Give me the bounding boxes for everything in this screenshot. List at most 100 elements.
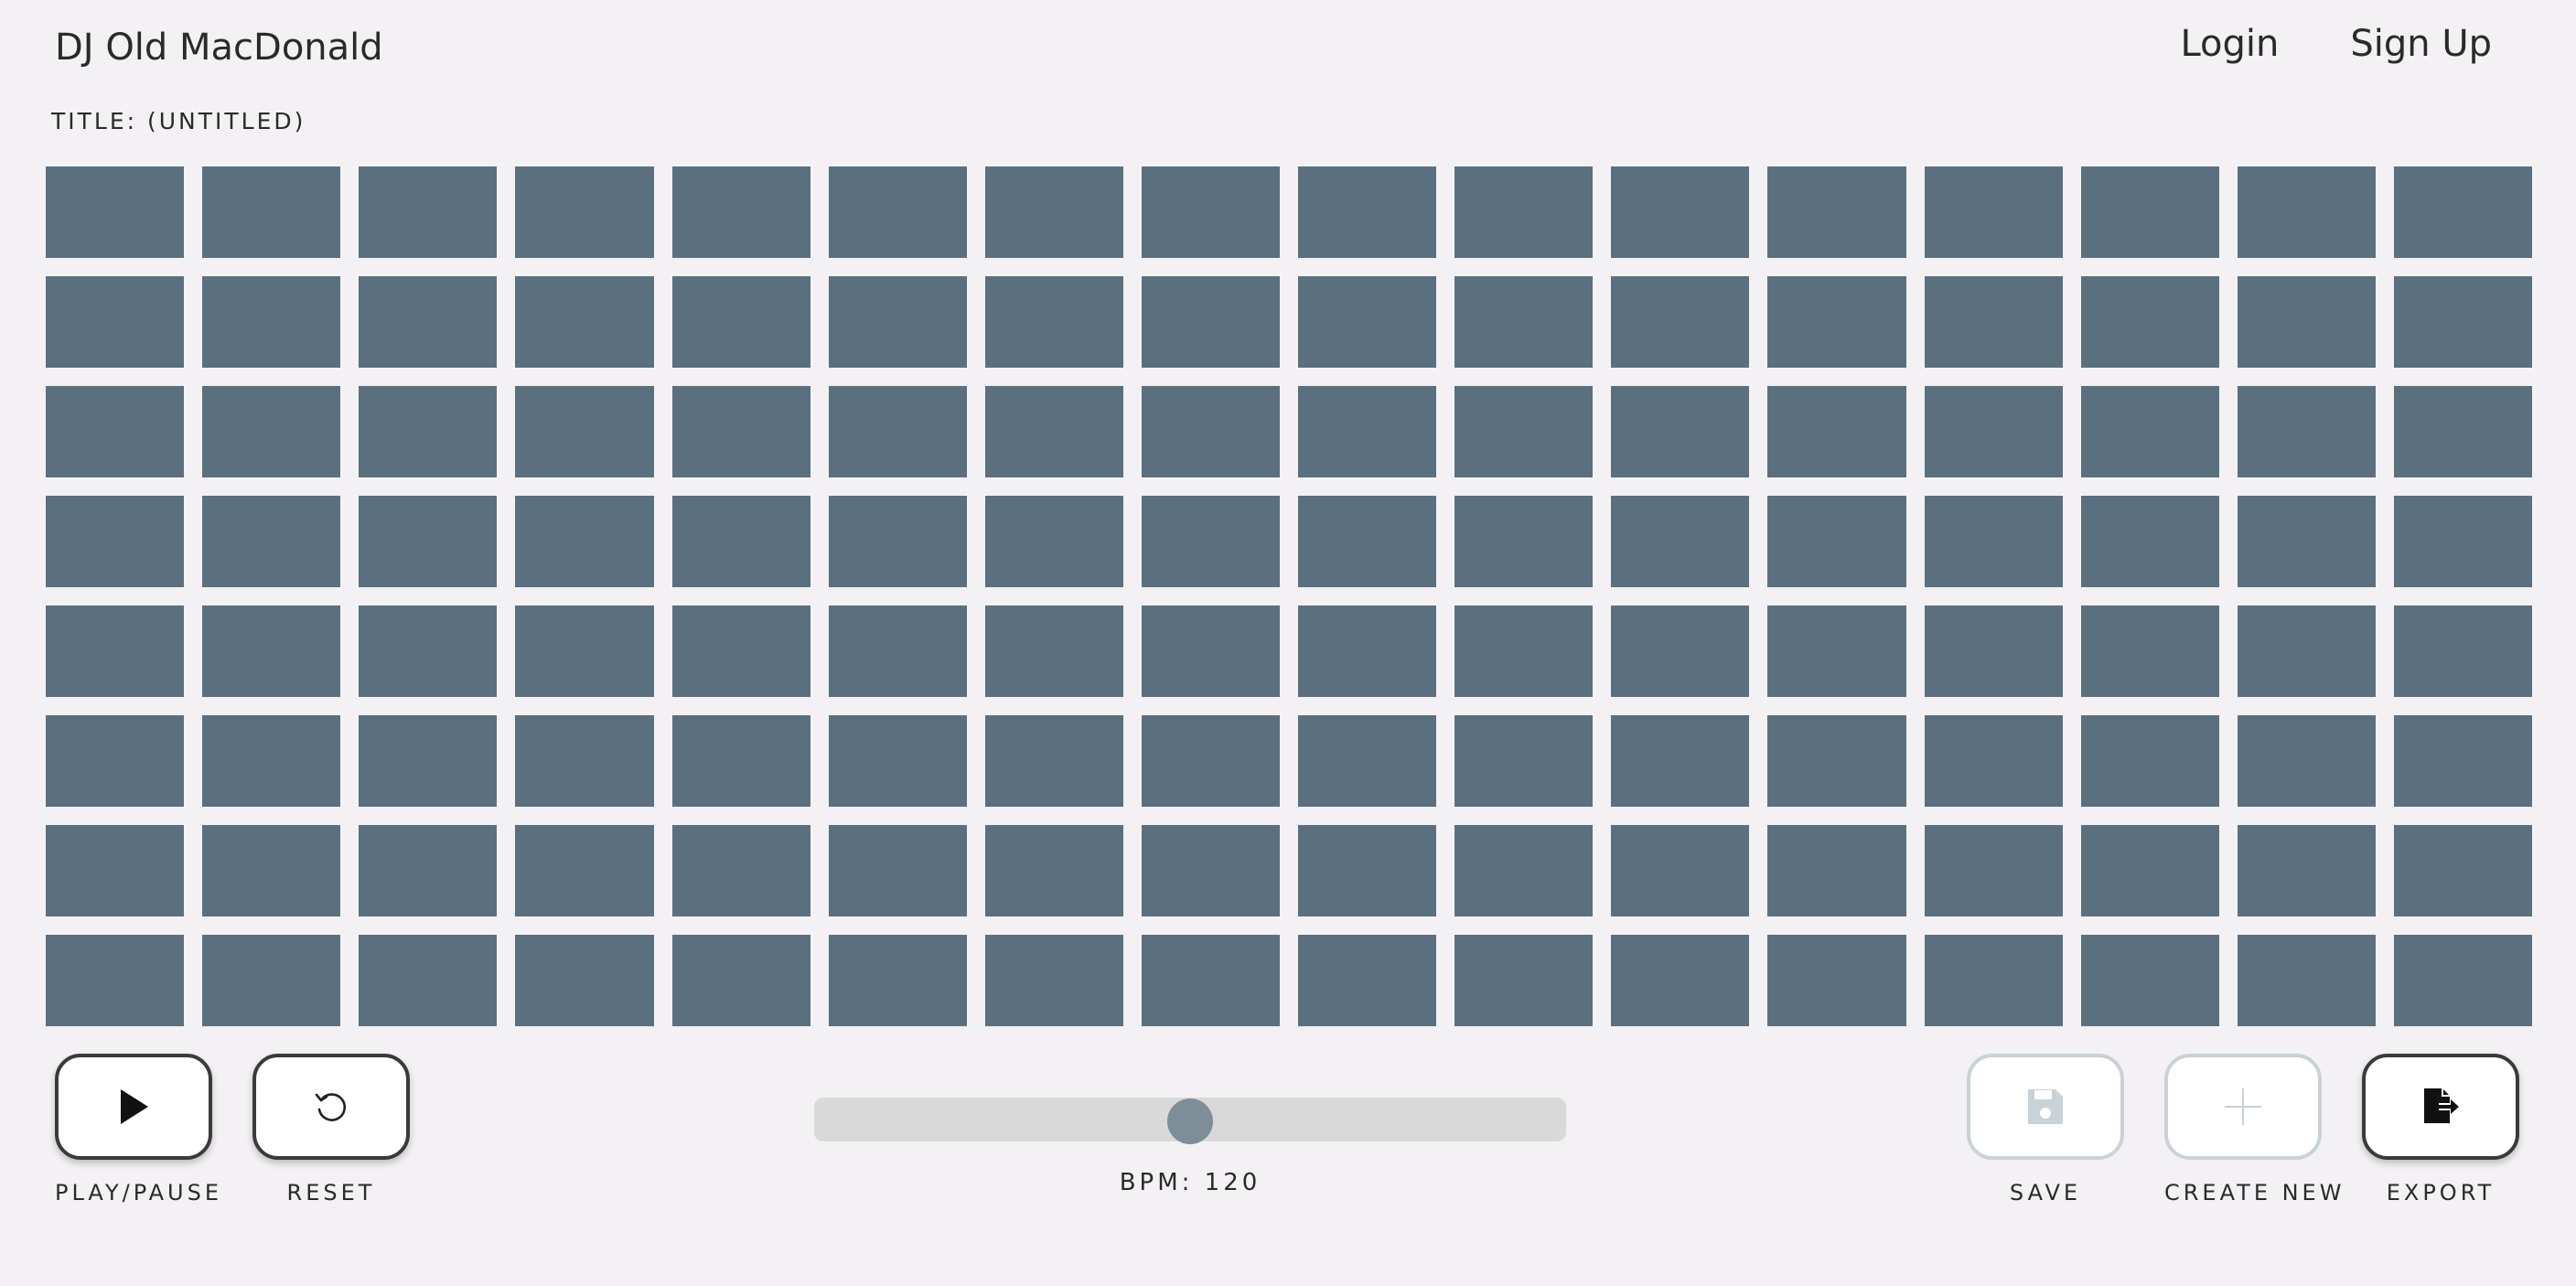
sequencer-pad[interactable]	[671, 825, 810, 916]
sequencer-pad[interactable]	[359, 935, 498, 1026]
sequencer-pad[interactable]	[1141, 935, 1280, 1026]
sequencer-pad[interactable]	[2080, 715, 2219, 807]
sequencer-pad[interactable]	[1767, 276, 1906, 368]
reset-button[interactable]	[252, 1054, 410, 1160]
sequencer-pad[interactable]	[984, 935, 1123, 1026]
sequencer-pad[interactable]	[1924, 166, 2063, 258]
sequencer-pad[interactable]	[984, 166, 1123, 258]
sequencer-pad[interactable]	[1767, 935, 1906, 1026]
sequencer-pad[interactable]	[202, 276, 341, 368]
sequencer-pad[interactable]	[671, 715, 810, 807]
sequencer-pad[interactable]	[1924, 386, 2063, 477]
sequencer-pad[interactable]	[671, 386, 810, 477]
sequencer-pad[interactable]	[2080, 166, 2219, 258]
sequencer-pad[interactable]	[515, 825, 654, 916]
sequencer-pad[interactable]	[984, 386, 1123, 477]
sequencer-pad[interactable]	[359, 276, 498, 368]
sequencer-pad[interactable]	[202, 825, 341, 916]
sequencer-pad[interactable]	[1767, 715, 1906, 807]
sequencer-pad[interactable]	[1298, 276, 1437, 368]
sequencer-pad[interactable]	[2393, 715, 2532, 807]
sequencer-pad[interactable]	[1767, 166, 1906, 258]
sequencer-pad[interactable]	[984, 496, 1123, 587]
save-button[interactable]	[1967, 1054, 2124, 1160]
sequencer-pad[interactable]	[984, 715, 1123, 807]
sequencer-pad[interactable]	[2393, 386, 2532, 477]
sequencer-pad[interactable]	[359, 825, 498, 916]
sequencer-pad[interactable]	[46, 276, 185, 368]
sequencer-pad[interactable]	[1924, 935, 2063, 1026]
sequencer-pad[interactable]	[2237, 605, 2376, 697]
sequencer-pad[interactable]	[2237, 386, 2376, 477]
sequencer-pad[interactable]	[515, 715, 654, 807]
sequencer-pad[interactable]	[1924, 276, 2063, 368]
sequencer-pad[interactable]	[1611, 825, 1750, 916]
sequencer-pad[interactable]	[515, 166, 654, 258]
sequencer-pad[interactable]	[1924, 715, 2063, 807]
sequencer-pad[interactable]	[671, 276, 810, 368]
sequencer-pad[interactable]	[1767, 825, 1906, 916]
sequencer-pad[interactable]	[2393, 605, 2532, 697]
sequencer-pad[interactable]	[828, 715, 967, 807]
sequencer-pad[interactable]	[828, 825, 967, 916]
sequencer-pad[interactable]	[671, 166, 810, 258]
sequencer-pad[interactable]	[1454, 825, 1594, 916]
sequencer-pad[interactable]	[984, 605, 1123, 697]
sequencer-pad[interactable]	[1454, 166, 1594, 258]
bpm-slider-track[interactable]	[814, 1098, 1566, 1144]
sequencer-pad[interactable]	[1141, 276, 1280, 368]
sequencer-pad[interactable]	[828, 386, 967, 477]
sequencer-pad[interactable]	[1141, 386, 1280, 477]
sequencer-pad[interactable]	[1141, 166, 1280, 258]
sequencer-pad[interactable]	[1611, 935, 1750, 1026]
sequencer-pad[interactable]	[202, 166, 341, 258]
sequencer-pad[interactable]	[828, 605, 967, 697]
sequencer-pad[interactable]	[1298, 496, 1437, 587]
sequencer-pad[interactable]	[1141, 715, 1280, 807]
sequencer-pad[interactable]	[828, 496, 967, 587]
sequencer-pad[interactable]	[202, 386, 341, 477]
sequencer-pad[interactable]	[1454, 386, 1594, 477]
sequencer-pad[interactable]	[671, 935, 810, 1026]
sequencer-pad[interactable]	[46, 166, 185, 258]
sequencer-pad[interactable]	[2237, 166, 2376, 258]
sequencer-pad[interactable]	[828, 166, 967, 258]
sequencer-pad[interactable]	[2393, 496, 2532, 587]
sequencer-pad[interactable]	[359, 605, 498, 697]
sequencer-pad[interactable]	[2080, 496, 2219, 587]
sequencer-pad[interactable]	[515, 386, 654, 477]
sequencer-pad[interactable]	[1141, 605, 1280, 697]
sequencer-pad[interactable]	[984, 276, 1123, 368]
sequencer-pad[interactable]	[1454, 935, 1594, 1026]
sequencer-pad[interactable]	[828, 276, 967, 368]
login-link[interactable]: Login	[2180, 23, 2280, 65]
sequencer-pad[interactable]	[1924, 496, 2063, 587]
sequencer-pad[interactable]	[1454, 715, 1594, 807]
sequencer-pad[interactable]	[1298, 386, 1437, 477]
sequencer-pad[interactable]	[671, 605, 810, 697]
sequencer-pad[interactable]	[1924, 605, 2063, 697]
sequencer-pad[interactable]	[359, 715, 498, 807]
sequencer-pad[interactable]	[2080, 935, 2219, 1026]
sequencer-pad[interactable]	[1298, 166, 1437, 258]
sequencer-pad[interactable]	[1924, 825, 2063, 916]
play-pause-button[interactable]	[55, 1054, 212, 1160]
sequencer-pad[interactable]	[1611, 496, 1750, 587]
sequencer-pad[interactable]	[1611, 715, 1750, 807]
sequencer-pad[interactable]	[1141, 825, 1280, 916]
sequencer-pad[interactable]	[1454, 276, 1594, 368]
sequencer-pad[interactable]	[46, 496, 185, 587]
sequencer-pad[interactable]	[2080, 276, 2219, 368]
sequencer-pad[interactable]	[2393, 276, 2532, 368]
sequencer-pad[interactable]	[1767, 496, 1906, 587]
sequencer-pad[interactable]	[515, 935, 654, 1026]
create-new-button[interactable]	[2164, 1054, 2322, 1160]
sequencer-pad[interactable]	[2393, 935, 2532, 1026]
sequencer-pad[interactable]	[359, 386, 498, 477]
sequencer-pad[interactable]	[1611, 605, 1750, 697]
sequencer-pad[interactable]	[2237, 935, 2376, 1026]
sequencer-pad[interactable]	[2237, 496, 2376, 587]
sequencer-pad[interactable]	[671, 496, 810, 587]
sequencer-pad[interactable]	[1141, 496, 1280, 587]
sequencer-pad[interactable]	[2237, 715, 2376, 807]
